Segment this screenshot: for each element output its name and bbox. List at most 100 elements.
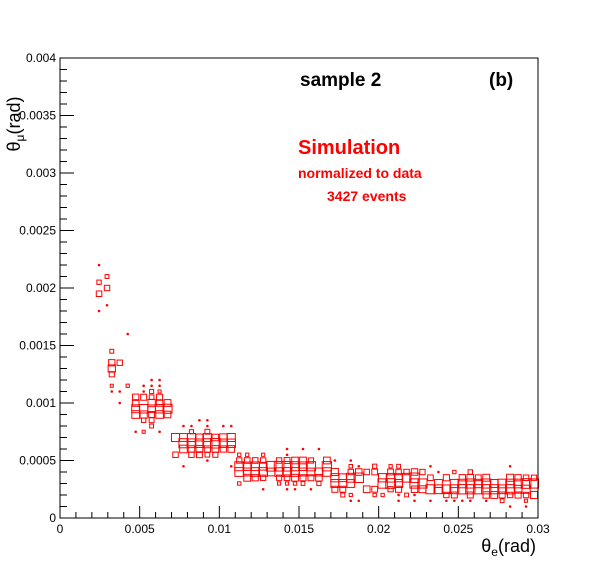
data-point xyxy=(259,474,267,481)
data-point xyxy=(363,468,370,476)
data-point xyxy=(195,445,204,453)
data-point xyxy=(371,485,379,493)
data-point xyxy=(401,472,412,483)
data-point xyxy=(195,451,203,459)
data-point xyxy=(243,473,252,482)
data-point xyxy=(142,390,145,393)
y-tick-label: 0.004 xyxy=(26,51,56,65)
data-point xyxy=(413,493,416,497)
data-point xyxy=(354,468,363,476)
data-point xyxy=(482,473,491,482)
y-tick-label: 0 xyxy=(49,511,56,525)
data-point xyxy=(291,456,299,465)
data-point xyxy=(242,461,252,471)
data-point xyxy=(148,394,155,401)
data-point xyxy=(210,437,221,449)
data-point xyxy=(273,460,285,472)
data-point xyxy=(149,388,155,395)
data-point xyxy=(261,487,265,491)
data-point xyxy=(307,457,315,464)
data-point xyxy=(433,484,444,495)
data-point xyxy=(452,469,457,475)
data-point xyxy=(522,474,530,481)
data-point xyxy=(481,478,492,489)
y-tick-label: 0.002 xyxy=(26,281,56,295)
data-point xyxy=(330,467,339,477)
data-point xyxy=(473,478,483,489)
data-point xyxy=(506,491,514,499)
data-point xyxy=(282,467,292,477)
data-point xyxy=(528,478,540,489)
data-point xyxy=(437,470,440,474)
y-axis-title-unit: (rad) xyxy=(4,97,24,135)
data-point xyxy=(236,457,243,464)
x-tick-label: 0.015 xyxy=(284,522,314,536)
data-point xyxy=(457,478,468,489)
data-point xyxy=(377,478,388,489)
data-point xyxy=(219,445,227,453)
data-point xyxy=(489,484,500,495)
data-point xyxy=(182,464,185,468)
data-point xyxy=(395,485,403,493)
data-point xyxy=(251,474,259,482)
data-point xyxy=(333,459,337,462)
data-point xyxy=(139,410,148,419)
data-point xyxy=(331,485,339,493)
data-point xyxy=(156,393,164,401)
data-point xyxy=(340,492,346,498)
data-point xyxy=(265,460,277,472)
data-point xyxy=(443,491,450,499)
data-point xyxy=(258,461,268,471)
data-point xyxy=(237,481,242,486)
data-point xyxy=(104,274,110,279)
data-point xyxy=(461,499,464,503)
data-point xyxy=(497,478,507,489)
y-axis-title: θμ(rad) xyxy=(4,97,27,152)
data-point xyxy=(206,424,209,428)
data-point xyxy=(226,433,236,442)
data-point xyxy=(323,456,331,465)
data-point xyxy=(132,393,140,401)
x-axis-title: θe(rad) xyxy=(481,536,536,559)
data-point xyxy=(345,472,356,483)
data-point xyxy=(299,474,307,482)
y-tick-label: 0.0025 xyxy=(19,224,56,238)
data-point xyxy=(506,473,515,482)
data-point xyxy=(357,464,361,468)
data-point xyxy=(417,478,428,489)
data-point xyxy=(522,491,530,499)
data-point xyxy=(419,468,426,476)
data-point xyxy=(118,401,122,405)
data-point xyxy=(125,383,130,388)
data-point xyxy=(484,499,488,503)
data-point xyxy=(425,484,436,495)
annotation-panel: (b) xyxy=(489,70,513,91)
data-point xyxy=(427,474,434,482)
data-point xyxy=(194,438,205,448)
data-point xyxy=(449,484,460,495)
data-point xyxy=(186,438,197,449)
data-point xyxy=(141,429,146,434)
data-point xyxy=(109,348,115,354)
data-point xyxy=(468,499,472,503)
data-point xyxy=(388,464,393,469)
data-point xyxy=(466,491,474,499)
data-point xyxy=(178,438,189,449)
data-point xyxy=(188,429,195,435)
data-point xyxy=(397,499,400,503)
data-point xyxy=(103,284,111,292)
data-point xyxy=(349,459,353,462)
data-point xyxy=(198,418,201,422)
data-point xyxy=(96,279,102,285)
data-point xyxy=(276,481,282,486)
data-point xyxy=(275,457,283,464)
data-point xyxy=(413,499,416,503)
data-point xyxy=(154,404,165,414)
data-point xyxy=(206,418,209,422)
data-point xyxy=(172,451,179,458)
x-tick-label: 0.03 xyxy=(526,522,550,536)
data-point xyxy=(107,364,116,373)
marker-layer xyxy=(95,263,540,508)
data-point xyxy=(520,478,532,489)
data-point xyxy=(315,473,323,482)
